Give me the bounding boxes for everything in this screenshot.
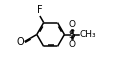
Text: O: O [68, 40, 75, 49]
Text: O: O [16, 37, 24, 47]
Text: S: S [68, 30, 75, 39]
Text: O: O [68, 20, 75, 29]
Text: CH₃: CH₃ [78, 30, 95, 39]
Text: F: F [37, 5, 42, 15]
